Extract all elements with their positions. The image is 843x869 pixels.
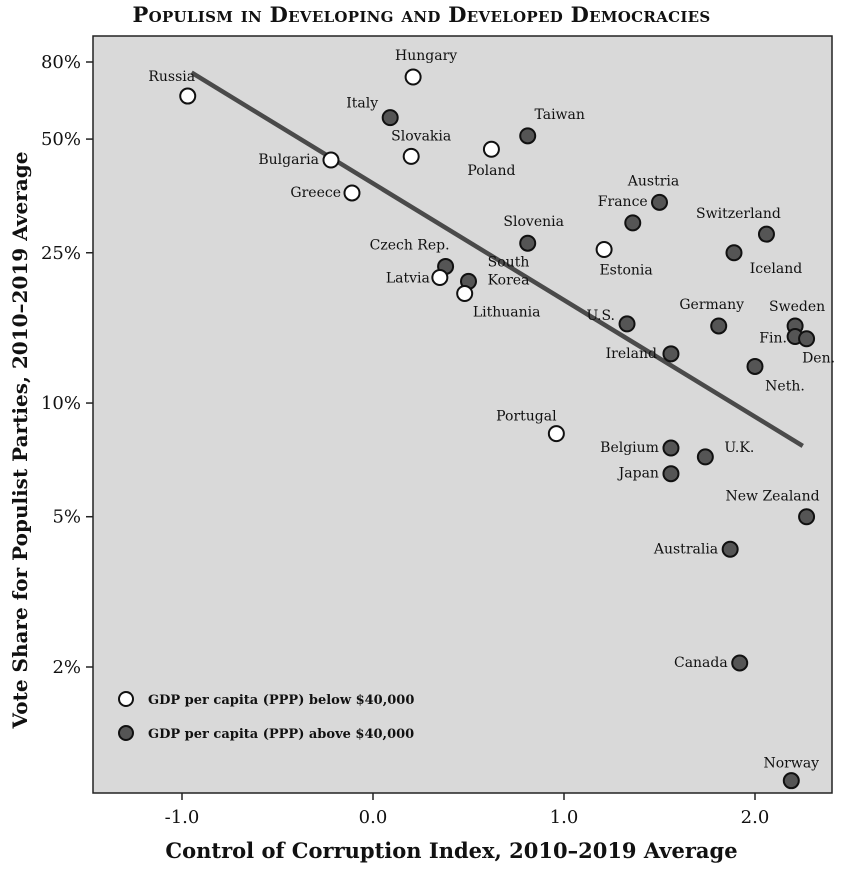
point-new-zealand	[798, 508, 816, 526]
point-canada	[731, 654, 749, 672]
point-label-poland: Poland	[467, 163, 515, 179]
point-label-austria: Austria	[627, 173, 679, 189]
point-norway	[782, 772, 800, 790]
point-label-italy: Italy	[346, 96, 378, 112]
point-u-s	[618, 315, 636, 333]
point-label-bulgaria: Bulgaria	[258, 152, 319, 168]
point-label-new-zealand: New Zealand	[725, 489, 819, 505]
point-ireland	[662, 345, 680, 363]
point-label-latvia: Latvia	[386, 271, 430, 287]
point-france	[624, 214, 642, 232]
point-label-japan: Japan	[617, 466, 659, 482]
point-taiwan	[519, 127, 537, 145]
legend-label: GDP per capita (PPP) above $40,000	[148, 727, 414, 742]
point-austria	[651, 193, 668, 211]
y-tick-label: 10%	[41, 393, 81, 414]
point-australia	[721, 540, 739, 558]
y-tick-label: 50%	[41, 129, 81, 150]
point-label-u-k: U.K.	[724, 440, 754, 456]
point-label-lithuania: Lithuania	[473, 305, 541, 321]
point-label-greece: Greece	[290, 185, 341, 201]
point-slovakia	[402, 147, 420, 165]
point-den	[798, 330, 816, 348]
point-slovenia	[519, 234, 537, 252]
legend-marker	[118, 725, 134, 741]
y-tick-label: 80%	[41, 52, 81, 73]
point-label-belgium: Belgium	[600, 440, 659, 456]
point-label-france: France	[598, 194, 648, 210]
point-portugal	[547, 425, 565, 443]
point-latvia	[431, 269, 449, 287]
point-japan	[662, 465, 680, 483]
point-label-estonia: Estonia	[599, 263, 652, 279]
point-label-iceland: Iceland	[750, 261, 802, 277]
point-germany	[710, 317, 728, 335]
point-lithuania	[456, 285, 474, 303]
point-label-germany: Germany	[679, 297, 744, 313]
point-label-sweden: Sweden	[769, 299, 825, 315]
y-tick-label: 25%	[41, 243, 81, 264]
point-neth	[746, 357, 764, 375]
point-label-slovenia: Slovenia	[503, 214, 564, 230]
x-tick-label: 0.0	[359, 807, 388, 828]
legend-label: GDP per capita (PPP) below $40,000	[148, 693, 414, 708]
x-tick-label: 2.0	[741, 807, 770, 828]
point-label-den: Den.	[802, 351, 835, 367]
point-poland	[482, 140, 500, 158]
point-switzerland	[757, 225, 775, 243]
point-italy	[381, 109, 399, 127]
point-label-canada: Canada	[674, 655, 728, 671]
point-russia	[179, 87, 197, 105]
x-axis-label: Control of Corruption Index, 2010–2019 A…	[165, 838, 738, 863]
point-label-russia: Russia	[148, 69, 195, 85]
y-tick-label: 5%	[52, 507, 81, 528]
point-label-switzerland: Switzerland	[696, 206, 781, 222]
y-tick-label: 2%	[52, 657, 81, 678]
point-label-australia: Australia	[653, 541, 718, 557]
point-bulgaria	[322, 151, 340, 169]
point-belgium	[662, 439, 680, 457]
point-label-hungary: Hungary	[395, 48, 457, 64]
point-label-ireland: Ireland	[606, 346, 657, 362]
trend-line	[190, 70, 804, 448]
point-estonia	[595, 241, 613, 259]
point-hungary	[404, 68, 422, 86]
x-tick-label: 1.0	[550, 807, 579, 828]
point-label-fin: Fin.	[759, 331, 787, 347]
point-label-taiwan: Taiwan	[534, 107, 584, 123]
point-label-slovakia: Slovakia	[391, 128, 451, 144]
point-iceland	[725, 244, 743, 262]
point-label-u-s: U.S.	[587, 308, 616, 324]
point-label-neth: Neth.	[765, 378, 805, 394]
legend-marker	[118, 691, 134, 707]
chart-title: Populism in Developing and Developed Dem…	[132, 2, 711, 27]
x-tick-label: -1.0	[165, 807, 200, 828]
point-label-norway: Norway	[763, 756, 819, 772]
point-u-k	[696, 448, 714, 466]
point-label-south-korea: South Korea	[488, 254, 530, 288]
point-label-portugal: Portugal	[496, 409, 557, 425]
point-greece	[343, 184, 361, 202]
point-label-czech-rep: Czech Rep.	[370, 237, 450, 253]
plot-area	[92, 35, 833, 794]
